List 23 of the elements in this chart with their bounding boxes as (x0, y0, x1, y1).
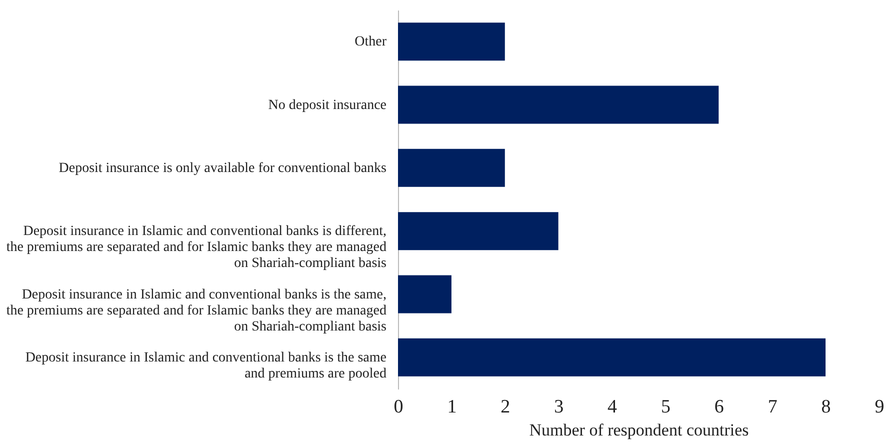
x-tick-label: 5 (660, 396, 670, 418)
bar (398, 275, 452, 314)
bar (398, 148, 505, 187)
y-tick-label: Deposit insurance in Islamic and conventional banks is the same and premiums are pooled (25, 350, 386, 382)
x-axis-title: Number of respondent countries (529, 420, 749, 440)
y-tick-label: Deposit insurance in Islamic and conventional banks is different, the premiums are separated and for Islamic banks they are managed on Shariah-compliant basis (6, 224, 386, 272)
x-tick-label: 8 (821, 396, 831, 418)
bar (398, 86, 719, 124)
bar (398, 22, 505, 61)
x-tick-label: 7 (768, 396, 778, 418)
x-tick-label: 0 (394, 396, 404, 418)
x-tick-label: 3 (554, 396, 564, 418)
x-tick-label: 9 (874, 396, 884, 418)
x-tick-label: 6 (714, 396, 724, 418)
y-tick-label: Deposit insurance is only available for conventional banks (58, 160, 386, 176)
y-tick-label: No deposit insurance (268, 98, 386, 113)
x-tick-label: 1 (447, 396, 457, 418)
bar (398, 338, 826, 376)
bar (398, 212, 558, 250)
x-tick-label: 4 (608, 396, 618, 418)
y-tick-label: Other (354, 34, 387, 50)
y-tick-label: Deposit insurance in Islamic and conventional banks is the same, the premiums are separated and for Islamic banks they are managed on Shariah-compliant basis (6, 287, 386, 334)
x-tick-label: 2 (500, 396, 510, 418)
